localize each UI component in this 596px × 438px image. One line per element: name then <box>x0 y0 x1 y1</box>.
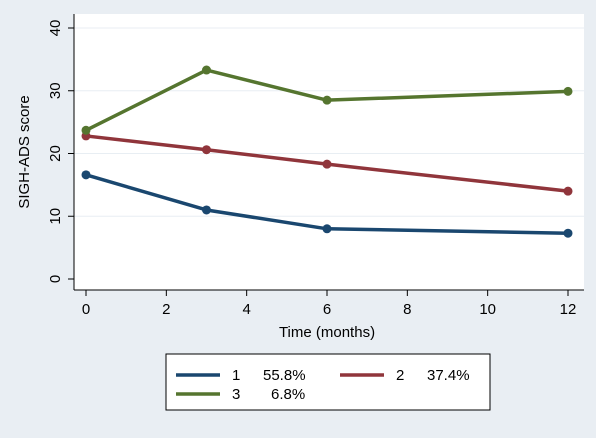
y-axis-ticks: 0 10 20 30 40 <box>47 20 74 283</box>
legend-series-name: 2 <box>396 367 404 384</box>
legend-item-3: 3 6.8% <box>176 386 305 403</box>
x-tick-label: 4 <box>242 301 250 318</box>
legend-box <box>165 353 491 411</box>
legend-series-name: 1 <box>232 367 240 384</box>
grid-lines <box>74 27 584 217</box>
x-tick-label: 2 <box>162 301 170 318</box>
data-point <box>563 186 573 196</box>
legend-series-percent: 55.8% <box>263 367 306 384</box>
data-point <box>81 125 91 135</box>
y-tick-label: 40 <box>47 20 64 37</box>
series-line-3 <box>85 68 569 132</box>
x-tick-label: 10 <box>479 301 496 318</box>
x-axis-label: Time (months) <box>279 324 375 341</box>
legend: 1 55.8% 2 37.4% 3 6.8% <box>176 367 470 403</box>
x-tick-label: 12 <box>560 301 577 318</box>
x-axis-ticks: 0 2 4 6 8 10 12 <box>82 290 577 318</box>
series-layer <box>81 65 573 238</box>
y-tick-label: 30 <box>47 82 64 99</box>
data-point <box>202 205 211 215</box>
y-tick-label: 0 <box>47 275 64 283</box>
legend-item-1: 1 55.8% <box>176 367 306 384</box>
data-point <box>322 95 332 105</box>
x-tick-label: 0 <box>82 301 90 318</box>
plot-area <box>74 14 584 290</box>
x-tick-label: 6 <box>323 301 331 318</box>
x-tick-label: 8 <box>403 301 411 318</box>
data-point <box>202 65 211 75</box>
series-3 <box>81 65 573 135</box>
data-point <box>322 159 332 169</box>
series-1 <box>81 170 573 238</box>
legend-series-percent: 37.4% <box>427 367 470 384</box>
series-line-2 <box>85 134 569 193</box>
data-point <box>563 228 573 238</box>
y-tick-label: 10 <box>47 208 64 225</box>
y-tick-label: 20 <box>47 145 64 162</box>
data-point <box>202 145 211 155</box>
legend-series-name: 3 <box>232 386 240 403</box>
data-point <box>322 224 332 234</box>
legend-item-2: 2 37.4% <box>340 367 470 384</box>
y-axis-label: SIGH-ADS score <box>16 95 33 208</box>
data-point <box>81 170 91 180</box>
data-point <box>563 86 573 96</box>
legend-series-percent: 6.8% <box>271 386 305 403</box>
series-line-1 <box>85 173 569 235</box>
series-2 <box>81 131 573 196</box>
